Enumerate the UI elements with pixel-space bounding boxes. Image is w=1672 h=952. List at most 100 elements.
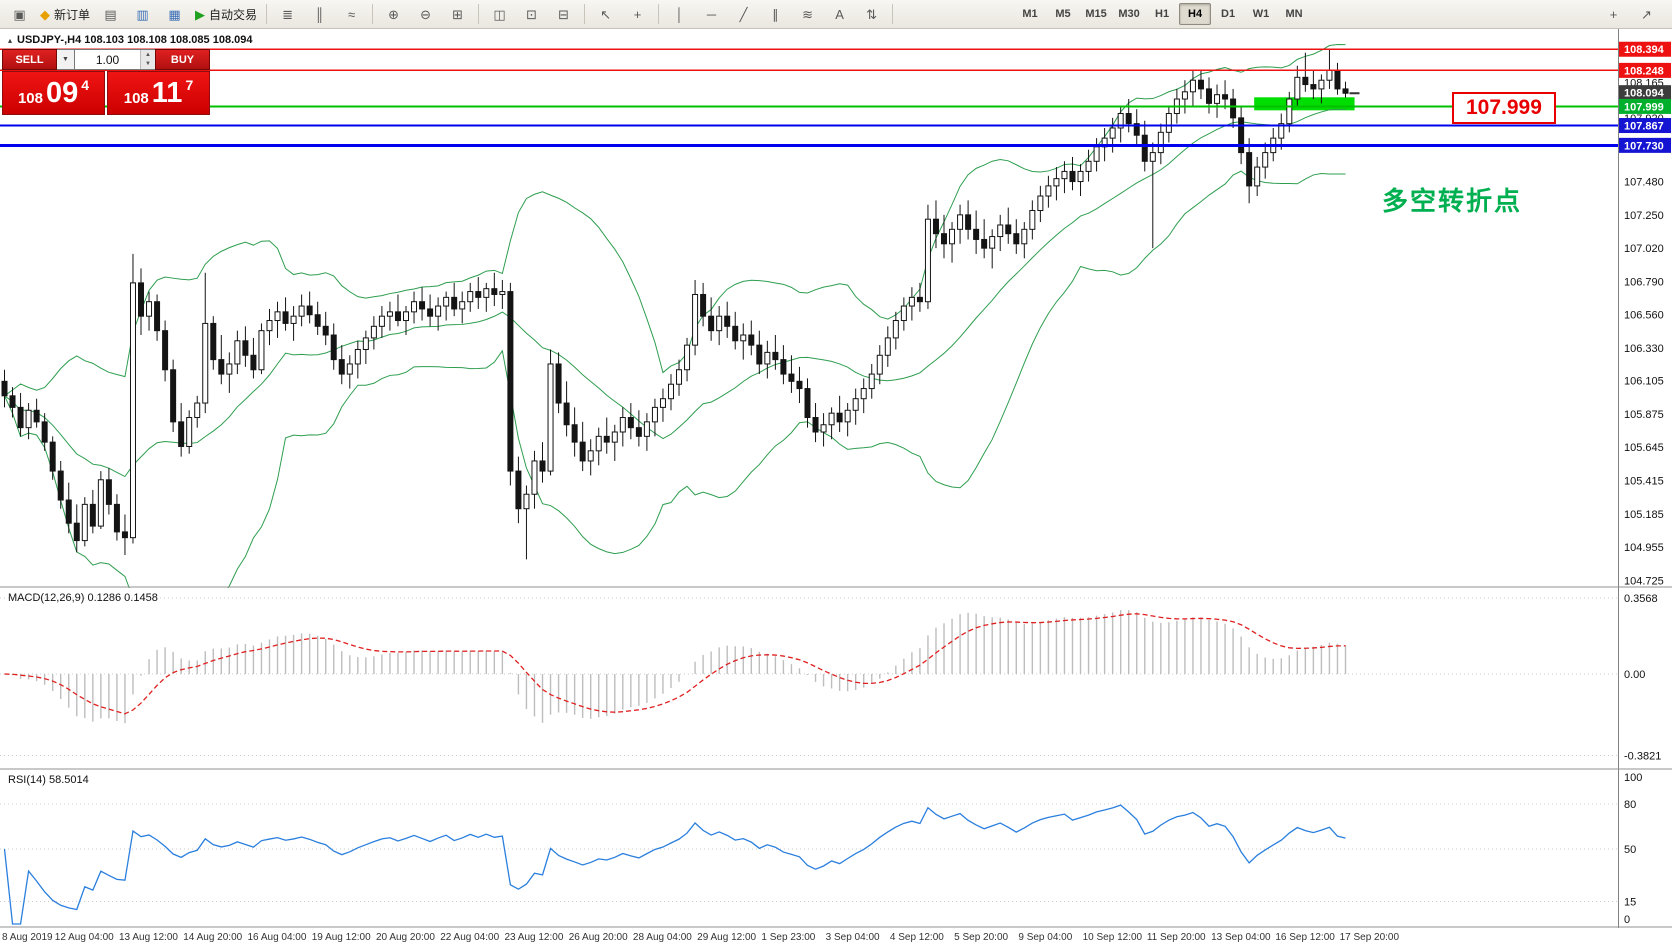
timeframe-d1[interactable]: D1 xyxy=(1221,8,1236,20)
trendline-icon[interactable]: ╱ xyxy=(728,2,759,26)
timeframe-h1[interactable]: H1 xyxy=(1155,8,1170,20)
time-axis-label: 19 Aug 12:00 xyxy=(311,932,371,943)
timeframe-w1[interactable]: W1 xyxy=(1252,8,1270,20)
grid-icon[interactable]: ⊞ xyxy=(442,2,473,26)
horizontal-line-icon[interactable]: ─ xyxy=(696,2,727,26)
bar-chart-icon: ≣ xyxy=(282,6,293,22)
add-object-icon[interactable]: + xyxy=(1598,2,1629,26)
rsi-scale: 100 80 50 15 0 xyxy=(0,772,1642,926)
timeframe-m30[interactable]: M30 xyxy=(1118,8,1140,20)
symbol-info: ▴ USDJPY-,H4 108.103 108.108 108.085 108… xyxy=(8,34,252,46)
text-icon[interactable]: A xyxy=(824,2,855,26)
bid-point: 4 xyxy=(81,77,90,93)
new-order-button[interactable]: ◆ 新订单 xyxy=(36,2,94,26)
time-axis[interactable]: 8 Aug 2019 12 Aug 04:00 13 Aug 12:00 14 Aug… xyxy=(0,928,1672,952)
candlestick-chart-icon[interactable]: ║ xyxy=(304,2,335,26)
svg-text:0.3568: 0.3568 xyxy=(1624,593,1658,605)
line-chart-icon[interactable]: ≈ xyxy=(336,2,367,26)
rsi-panel[interactable]: 100 80 50 15 0 xyxy=(0,770,1672,928)
ask-point: 7 xyxy=(185,77,194,93)
main-chart[interactable]: 108.165107.920107.480107.250107.020106.7… xyxy=(0,29,1672,588)
fibonacci-icon: ≋ xyxy=(802,6,813,22)
time-axis-label: 16 Aug 04:00 xyxy=(247,932,307,943)
macd-panel[interactable]: 0.3568 0.00 -0.3821 xyxy=(0,588,1672,770)
svg-text:106.105: 106.105 xyxy=(1624,376,1664,388)
toolbar-button-label: 新订单 xyxy=(54,7,91,22)
symbol-ohlc-text: USDJPY-,H4 108.103 108.108 108.085 108.0… xyxy=(17,34,253,46)
toolbar-right-group: + ↗ xyxy=(1598,2,1662,26)
svg-text:107.020: 107.020 xyxy=(1624,243,1664,255)
bid-whole: 108 xyxy=(17,90,43,107)
svg-text:104.955: 104.955 xyxy=(1624,542,1664,554)
arrow-tools-icon[interactable]: ⇅ xyxy=(856,2,887,26)
svg-text:108.394: 108.394 xyxy=(1624,44,1665,56)
cursor-icon[interactable]: ↖ xyxy=(590,2,621,26)
new-chart-icon: ▣ xyxy=(13,6,26,22)
volume-dropdown[interactable]: ▼ xyxy=(57,49,75,70)
svg-text:107.730: 107.730 xyxy=(1624,140,1664,152)
auto-trading-button[interactable]: ▶ 自动交易 xyxy=(191,2,261,26)
buy-button[interactable]: BUY xyxy=(155,49,210,70)
svg-text:107.250: 107.250 xyxy=(1624,210,1664,222)
svg-text:108.248: 108.248 xyxy=(1624,65,1664,77)
sell-button[interactable]: SELL xyxy=(2,49,57,70)
cascade-windows-icon[interactable]: ⊡ xyxy=(516,2,547,26)
arrange-windows-icon[interactable]: ⊟ xyxy=(548,2,579,26)
ask-price[interactable]: 108 11 7 xyxy=(107,71,210,115)
zoom-in-icon[interactable]: ⊕ xyxy=(378,2,409,26)
toolbar-separator xyxy=(372,4,374,24)
arrow-tools-icon: ⇅ xyxy=(866,6,877,22)
chevron-down-icon: ▼ xyxy=(62,56,69,63)
terminal-icon[interactable]: ▦ xyxy=(159,2,190,26)
time-axis-label: 9 Sep 04:00 xyxy=(1018,932,1073,943)
market-watch-icon[interactable]: ▥ xyxy=(127,2,158,26)
timeframe-m15[interactable]: M15 xyxy=(1085,8,1107,20)
timeframe-m1[interactable]: M1 xyxy=(1022,8,1038,20)
time-axis-label: 16 Sep 12:00 xyxy=(1275,932,1335,943)
channel-icon: ∥ xyxy=(772,6,779,22)
time-axis-label: 1 Sep 23:00 xyxy=(761,932,816,943)
price-axis-labels: 108.165107.920107.480107.250107.020106.7… xyxy=(1619,41,1671,587)
fibonacci-icon[interactable]: ≋ xyxy=(792,2,823,26)
chart-profiles-icon[interactable]: ▤ xyxy=(95,2,126,26)
bar-chart-icon[interactable]: ≣ xyxy=(272,2,303,26)
timeframe-h4[interactable]: H4 xyxy=(1179,3,1212,25)
candlestick-chart-icon: ║ xyxy=(314,6,325,22)
add-object-icon: + xyxy=(1609,6,1618,22)
bollinger-bands xyxy=(4,44,1346,588)
new-chart-icon[interactable]: ▣ xyxy=(4,2,35,26)
candles-layer xyxy=(1,49,1349,560)
bid-price[interactable]: 108 09 4 xyxy=(2,71,105,115)
macd-signal-line xyxy=(4,613,1346,715)
svg-text:107.867: 107.867 xyxy=(1624,121,1664,133)
vertical-line-icon[interactable]: │ xyxy=(664,2,695,26)
chart-annotation-text[interactable]: 多空转折点 xyxy=(1382,186,1523,216)
chart-window[interactable]: 108.165107.920107.480107.250107.020106.7… xyxy=(0,29,1672,952)
volume-down-button[interactable]: ▼ xyxy=(141,59,155,69)
pencil-icon[interactable]: ↗ xyxy=(1631,2,1662,26)
horizontal-line-objects[interactable] xyxy=(0,48,1619,147)
toolbar-button-label: 自动交易 xyxy=(209,7,258,22)
volume-up-button[interactable]: ▲ xyxy=(141,50,155,60)
svg-text:106.330: 106.330 xyxy=(1624,343,1664,355)
timeframe-mn[interactable]: MN xyxy=(1285,8,1303,20)
volume-input[interactable] xyxy=(75,50,140,69)
toolbar: ▣ ◆ 新订单 ▤ ▥ ▦ ▶ 自动交易 ≣ ║ ≈ ⊕ ⊖ ⊞ ◫ ⊡ ⊟ ↖ + │ ─ ╱ ∥ ≋ A ⇅ M1 M5 M15 M3… xyxy=(0,0,1672,29)
timeframe-group: M1 M5 M15 M30 H1 H4 D1 W1 MN xyxy=(1014,3,1310,25)
zoom-out-icon[interactable]: ⊖ xyxy=(410,2,441,26)
time-axis-label: 3 Sep 04:00 xyxy=(825,932,880,943)
channel-icon[interactable]: ∥ xyxy=(760,2,791,26)
timeframe-m5[interactable]: M5 xyxy=(1055,8,1071,20)
grid-icon: ⊞ xyxy=(452,6,463,22)
support-zone-rect[interactable] xyxy=(1254,97,1355,111)
time-axis-label: 29 Aug 12:00 xyxy=(697,932,757,943)
crosshair-icon[interactable]: + xyxy=(622,2,653,26)
rsi-line xyxy=(3,804,1346,925)
svg-text:15: 15 xyxy=(1624,897,1636,909)
price-tag-label[interactable]: 107.999 xyxy=(1452,92,1556,124)
time-axis-label: 20 Aug 20:00 xyxy=(375,932,435,943)
bid-pips: 09 xyxy=(45,76,79,109)
ask-pips: 11 xyxy=(151,76,183,109)
tile-windows-icon[interactable]: ◫ xyxy=(484,2,515,26)
